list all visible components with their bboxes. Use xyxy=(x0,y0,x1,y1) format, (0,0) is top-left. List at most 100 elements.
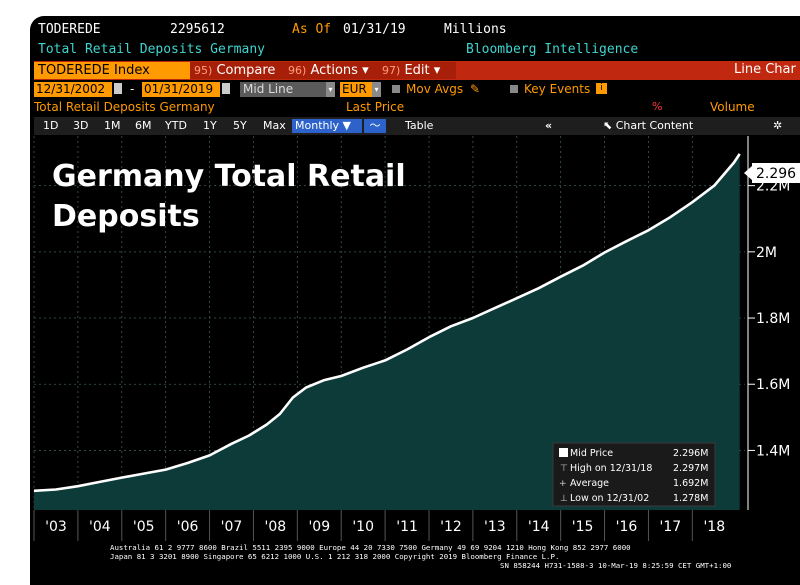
actions-label: Actions xyxy=(310,63,358,78)
y-tick-label: 1.8M xyxy=(756,311,790,327)
period-ytd-button[interactable]: YTD xyxy=(165,119,187,132)
actions-button[interactable]: 96) Actions ▾ xyxy=(284,62,378,79)
stat-value: 2.297M xyxy=(673,463,708,474)
key-events-checkbox[interactable] xyxy=(510,85,518,93)
table-button[interactable]: Table xyxy=(405,119,434,132)
calendar-icon[interactable] xyxy=(222,83,230,94)
date-range-row: 12/31/2002 - 01/31/2019 Mid Line ▾ EUR ▾… xyxy=(34,82,800,98)
frequency-label: Monthly xyxy=(295,119,340,132)
range-dash: - xyxy=(130,82,135,96)
command-toolbar: TODEREDE Index 95) Compare 96) Actions ▾… xyxy=(34,61,800,80)
stat-label: Average xyxy=(570,478,609,489)
last-value-pointer xyxy=(744,166,752,180)
y-tick-label: 2M xyxy=(756,245,777,261)
key-events-label[interactable]: Key Events xyxy=(524,82,591,96)
x-axis: '03 '04 '05 '06 '07 '08 '09 '10 '11 '12 '13 '14 '15 '… xyxy=(33,510,725,541)
stat-label: Mid Price xyxy=(570,448,613,459)
mov-avgs-label[interactable]: Mov Avgs xyxy=(406,82,464,96)
x-tick-label: '12 xyxy=(440,519,462,535)
last-value-box xyxy=(752,163,800,183)
chevron-down-icon[interactable]: ▾ xyxy=(326,82,335,97)
stat-value: 1.278M xyxy=(673,493,708,504)
legend-volume-label: Volume xyxy=(710,100,755,114)
chevron-down-icon: ▾ xyxy=(362,63,369,78)
x-tick-label: '18 xyxy=(703,519,725,535)
average-marker-icon: + xyxy=(559,479,567,489)
mov-avgs-checkbox[interactable] xyxy=(392,85,400,93)
legend-series-name: Total Retail Deposits Germany xyxy=(34,100,215,114)
stat-value: 1.692M xyxy=(673,478,708,489)
period-1m-button[interactable]: 1M xyxy=(104,119,121,132)
frequency-select[interactable]: Monthly ▼ xyxy=(292,119,362,133)
chart-type-label[interactable]: Line Char xyxy=(734,62,796,77)
period-max-button[interactable]: Max xyxy=(263,119,286,132)
y-tick-label: 1.6M xyxy=(756,377,790,393)
double-chevron-left-icon[interactable]: « xyxy=(545,119,553,132)
edit-hotkey: 97) xyxy=(382,64,401,77)
chevron-down-icon: ▾ xyxy=(433,63,441,78)
low-marker-icon: ⊥ xyxy=(560,494,568,504)
compare-button[interactable]: 95) Compare xyxy=(190,62,284,79)
x-tick-label: '13 xyxy=(484,519,506,535)
x-tick-label: '16 xyxy=(616,519,638,535)
percent-icon: % xyxy=(652,100,663,113)
stats-box: Mid Price 2.296M ⊤ High on 12/31/18 2.29… xyxy=(552,442,716,507)
security-id: 2295612 xyxy=(170,22,225,37)
last-value-label: 2.296 xyxy=(756,166,796,182)
units-label: Millions xyxy=(444,22,507,37)
overlay-title-line1: Germany Total Retail xyxy=(52,159,406,194)
calendar-icon[interactable] xyxy=(114,83,122,94)
x-tick-label: '14 xyxy=(528,519,550,535)
footer-contacts: Australia 61 2 9777 8600 Brazil 5511 239… xyxy=(110,543,731,570)
x-tick-label: '17 xyxy=(660,519,682,535)
settings-gear-icon[interactable]: ✲ xyxy=(773,119,783,132)
bloomberg-terminal: TODEREDE 2295612 As Of 01/31/19 Millions… xyxy=(30,16,800,585)
as-of-label: As Of xyxy=(292,22,332,37)
chevron-down-icon[interactable]: ▾ xyxy=(372,82,381,97)
area-fill xyxy=(34,153,740,510)
source-label: Bloomberg Intelligence xyxy=(466,42,639,57)
mid-price-swatch xyxy=(559,448,568,457)
edit-button[interactable]: 97) Edit ▾ xyxy=(378,62,456,79)
compare-label: Compare xyxy=(216,63,276,78)
period-3d-button[interactable]: 3D xyxy=(73,119,89,132)
actions-hotkey: 96) xyxy=(288,64,307,77)
end-date-field[interactable]: 01/31/2019 xyxy=(142,82,220,97)
security-name: Total Retail Deposits Germany xyxy=(38,42,265,57)
overlay-title-line2: Deposits xyxy=(52,199,200,234)
x-tick-label: '15 xyxy=(572,519,594,535)
series-line xyxy=(33,153,741,493)
stat-value: 2.296M xyxy=(673,448,708,459)
x-tick-label: '06 xyxy=(177,519,199,535)
x-tick-label: '09 xyxy=(308,519,330,535)
line-mode-select[interactable]: Mid Line xyxy=(240,82,327,97)
period-5y-button[interactable]: 5Y xyxy=(233,119,247,132)
y-tick-label: 1.4M xyxy=(756,443,790,459)
footer-line: Australia 61 2 9777 8600 Brazil 5511 239… xyxy=(110,543,631,552)
period-6m-button[interactable]: 6M xyxy=(135,119,152,132)
last-value-tag: 2.296 xyxy=(744,163,800,183)
x-tick-label: '11 xyxy=(396,519,418,535)
x-tick-label: '07 xyxy=(221,519,243,535)
footer-line: Japan 81 3 3201 8900 Singapore 65 6212 1… xyxy=(110,552,560,561)
x-tick-label: '03 xyxy=(45,519,67,535)
period-1y-button[interactable]: 1Y xyxy=(203,119,217,132)
legend-row: Total Retail Deposits Germany Last Price… xyxy=(34,100,800,115)
stat-label: High on 12/31/18 xyxy=(570,463,652,474)
chart-content-label: Chart Content xyxy=(615,119,694,132)
info-icon[interactable]: i xyxy=(596,83,607,94)
edit-label: Edit xyxy=(404,63,430,78)
period-1d-button[interactable]: 1D xyxy=(43,119,59,132)
line-chart-icon[interactable]: 〜 xyxy=(364,119,386,133)
ticker-code: TODEREDE xyxy=(38,22,101,37)
start-date-field[interactable]: 12/31/2002 xyxy=(34,82,112,97)
pencil-icon[interactable]: ✎ xyxy=(470,82,481,96)
chart-content-button[interactable]: ⬉ Chart Content xyxy=(600,119,696,133)
security-field[interactable]: TODEREDE Index xyxy=(34,62,190,79)
x-tick-label: '04 xyxy=(89,519,111,535)
stats-box-bg xyxy=(552,442,716,507)
x-tick-label: '08 xyxy=(265,519,287,535)
currency-select[interactable]: EUR xyxy=(340,82,372,97)
